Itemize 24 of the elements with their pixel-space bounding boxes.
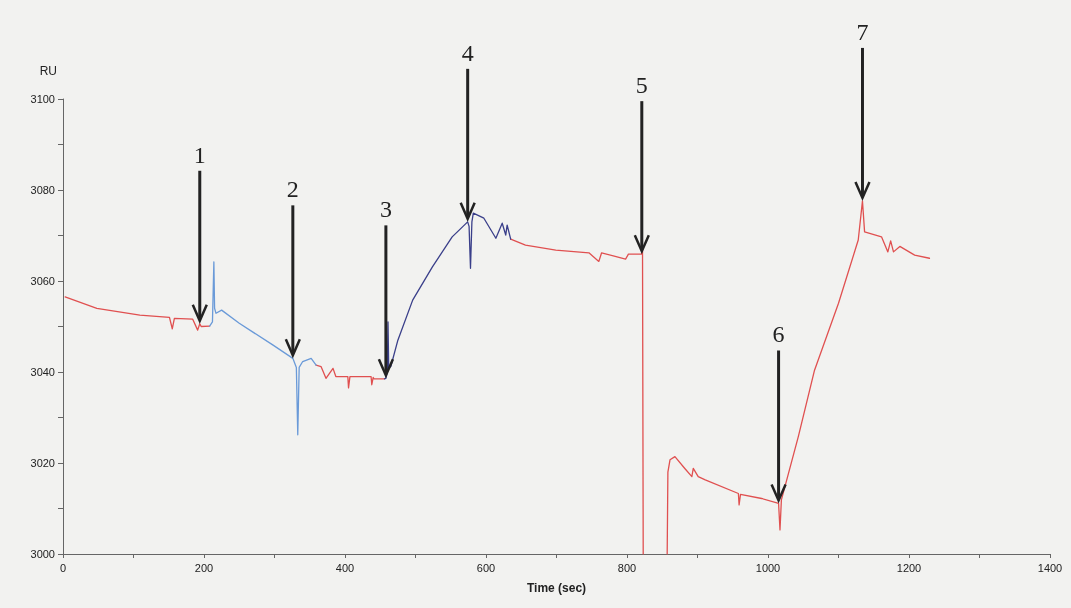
annotation: 1: [193, 141, 206, 168]
x-tick-label: 800: [617, 561, 637, 574]
y-tick-label: 3020: [30, 457, 55, 469]
annotation: 6: [772, 321, 785, 348]
x-tick-label: 1200: [896, 561, 922, 574]
y-tick-label: 3100: [30, 93, 55, 105]
annotation: 3: [379, 196, 392, 223]
y-tick-label: 3080: [30, 184, 55, 196]
x-tick-label: 200: [194, 561, 214, 574]
y-tick-label: 3000: [30, 548, 55, 560]
x-tick-label: 600: [476, 561, 496, 574]
line-series: [208, 261, 317, 436]
annotation: 4: [461, 39, 474, 66]
y-tick-label: 3060: [30, 275, 55, 287]
annotation: 7: [856, 18, 869, 45]
x-tick-label: 1400: [1037, 561, 1063, 574]
x-axis-title: Time (sec): [526, 581, 587, 595]
x-tick-label: 1000: [755, 561, 781, 574]
y-tick-label: 3040: [30, 366, 55, 378]
x-tick-label: 400: [335, 561, 355, 574]
y-axis-title: RU: [39, 64, 57, 78]
annotation: 2: [286, 176, 299, 203]
annotation: 5: [635, 72, 648, 99]
x-tick-label: 0: [59, 561, 67, 574]
